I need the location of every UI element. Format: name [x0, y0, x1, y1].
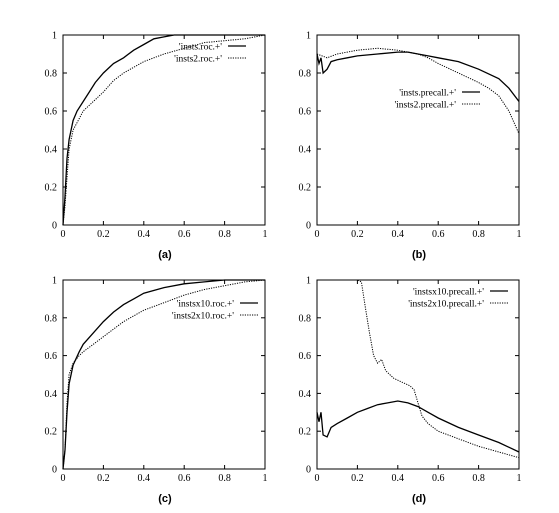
series-line-2: [316, 47, 520, 135]
plot-frame: [316, 279, 520, 470]
legend-label-2: 'insts2.roc.+': [174, 55, 222, 65]
y-tick-label: 0: [306, 465, 311, 476]
x-tick-label: 0.6: [178, 229, 191, 240]
x-tick-label: 0.8: [472, 473, 485, 484]
legend-label-2: 'insts2x10.roc.+': [172, 312, 234, 322]
x-tick-label: 1: [263, 473, 268, 484]
chart-panel-3: 0 0.2 0.4 0.6 0.8 1 0 0.2 0.4 0.6 0.8 1 'instsx10.ro…: [45, 276, 268, 506]
x-tick-label: 0.6: [432, 229, 445, 240]
y-tick-label: 1: [52, 31, 57, 42]
y-tick-label: 0: [52, 221, 57, 232]
series-line-1: [316, 51, 520, 102]
series-line-1: [62, 34, 265, 226]
chart-panel-2: 0 0.2 0.4 0.6 0.8 1 0 0.2 0.4 0.6 0.8 1 'insts.preca…: [299, 31, 522, 262]
x-tick-label: 0.8: [218, 473, 231, 484]
chart-panel-4: 0 0.2 0.4 0.6 0.8 1 0 0.2 0.4 0.6 0.8 1 'instsx10.pr…: [299, 276, 522, 506]
panel-label: (d): [412, 493, 426, 505]
series-line-2: [62, 34, 266, 226]
y-tick-label: 1: [52, 276, 57, 287]
chart-panel-1: 0 0.2 0.4 0.6 0.8 1 0 0.2 0.4 0.6 0.8 1 'insts.roc.+…: [45, 31, 268, 262]
y-tick-label: 0.8: [299, 69, 312, 80]
x-tick-label: 0: [315, 473, 320, 484]
y-tick-label: 0.2: [299, 427, 312, 438]
legend-label-2: 'insts2x10.precall.+': [408, 300, 484, 310]
series-line-2: [317, 279, 520, 459]
y-tick-label: 0.8: [45, 69, 58, 80]
x-tick-label: 0.2: [97, 473, 110, 484]
panel-label: (c): [158, 493, 172, 505]
x-tick-label: 0.8: [472, 229, 485, 240]
y-tick-label: 0.2: [45, 183, 58, 194]
y-tick-label: 0.2: [299, 183, 312, 194]
x-tick-label: 1: [517, 473, 522, 484]
x-tick-label: 1: [263, 229, 268, 240]
x-tick-label: 0.2: [351, 473, 364, 484]
y-tick-label: 0.8: [45, 313, 58, 324]
x-tick-label: 0.4: [392, 473, 405, 484]
x-tick-label: 0: [315, 229, 320, 240]
y-tick-label: 1: [306, 31, 311, 42]
y-tick-label: 0.6: [45, 351, 58, 362]
y-tick-label: 0.4: [45, 145, 58, 156]
x-tick-label: 0: [61, 473, 66, 484]
legend-label-1: 'insts.roc.+': [179, 43, 222, 53]
legend-label-1: 'instsx10.precall.+': [413, 288, 484, 298]
x-tick-label: 0.4: [138, 229, 151, 240]
y-tick-label: 0.6: [299, 351, 312, 362]
legend-label-1: 'instsx10.roc.+': [177, 300, 235, 310]
series-line-1: [316, 400, 520, 453]
y-tick-label: 0.8: [299, 313, 312, 324]
panel-label: (b): [412, 249, 426, 261]
y-tick-label: 0.4: [299, 145, 312, 156]
y-tick-label: 0.6: [45, 107, 58, 118]
y-tick-label: 0: [52, 465, 57, 476]
legend-label-2: 'insts2.precall.+': [394, 101, 456, 111]
series-line-1: [62, 279, 265, 470]
y-tick-label: 0.4: [299, 389, 312, 400]
x-tick-label: 0.6: [432, 473, 445, 484]
x-tick-label: 0.4: [138, 473, 151, 484]
x-tick-label: 1: [517, 229, 522, 240]
legend-label-1: 'insts.precall.+': [399, 89, 456, 99]
x-tick-label: 0.2: [97, 229, 110, 240]
series-line-2: [62, 279, 266, 470]
plot-frame: [62, 279, 266, 470]
panel-label: (a): [158, 249, 172, 261]
x-tick-label: 0: [61, 229, 66, 240]
x-tick-label: 0.8: [218, 229, 231, 240]
y-tick-label: 0: [306, 221, 311, 232]
x-tick-label: 0.6: [178, 473, 191, 484]
y-tick-label: 1: [306, 276, 311, 287]
y-tick-label: 0.6: [299, 107, 312, 118]
y-tick-label: 0.4: [45, 389, 58, 400]
plot-frame: [316, 34, 520, 226]
x-tick-label: 0.2: [351, 229, 364, 240]
y-tick-label: 0.2: [45, 427, 58, 438]
x-tick-label: 0.4: [392, 229, 405, 240]
plot-frame: [62, 34, 266, 226]
